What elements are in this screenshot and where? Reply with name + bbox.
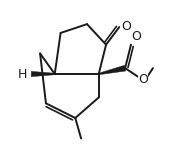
Polygon shape xyxy=(98,65,126,75)
Polygon shape xyxy=(31,71,55,77)
Text: O: O xyxy=(138,73,148,86)
Text: O: O xyxy=(132,30,142,43)
Text: O: O xyxy=(121,20,131,33)
Text: H: H xyxy=(18,67,28,81)
